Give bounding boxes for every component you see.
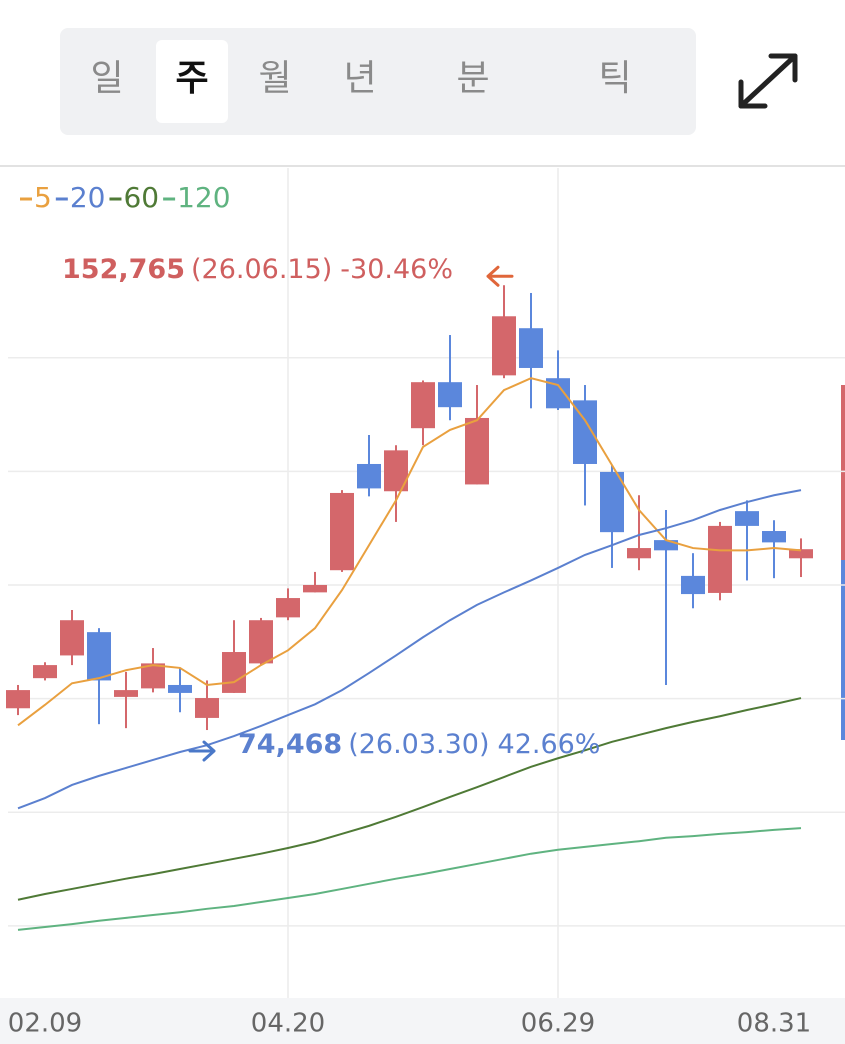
legend-label: 5 bbox=[34, 181, 52, 214]
annotation-arrow bbox=[188, 740, 216, 762]
x-tick-label: 04.20 bbox=[251, 1009, 325, 1039]
candle-body bbox=[438, 382, 462, 408]
ma-line bbox=[17, 489, 802, 810]
tab[interactable]: 틱 bbox=[598, 58, 631, 99]
candle-body bbox=[357, 463, 381, 489]
expand-head bbox=[738, 79, 768, 109]
x-axis-band bbox=[0, 998, 845, 1044]
candle-body bbox=[681, 575, 705, 595]
annotation-arrow bbox=[486, 265, 514, 287]
ma-line bbox=[17, 377, 802, 727]
candle-body bbox=[249, 620, 273, 664]
edge-sliver bbox=[841, 560, 845, 740]
candle-body bbox=[735, 511, 759, 526]
x-tick-label: 08.31 bbox=[737, 1009, 811, 1039]
candle-body bbox=[411, 382, 435, 429]
candle-body bbox=[114, 690, 138, 697]
candle-body bbox=[654, 540, 678, 551]
candle-body bbox=[222, 652, 246, 693]
candle-body bbox=[60, 620, 84, 656]
candle-body bbox=[627, 548, 651, 559]
legend-label: 120 bbox=[177, 181, 230, 214]
edge-sliver bbox=[841, 385, 845, 560]
legend-label: 20 bbox=[70, 181, 106, 214]
tab[interactable]: 주 bbox=[175, 58, 208, 99]
tab[interactable]: 일 bbox=[90, 58, 123, 99]
annotation-change: 42.66% bbox=[498, 729, 601, 760]
selected-tab-bg bbox=[156, 40, 228, 123]
annotation: 152,765 (26.06.15) -30.46% bbox=[62, 254, 453, 285]
candle-body bbox=[195, 698, 219, 718]
candle-body bbox=[168, 684, 192, 693]
annotation: 74,468 (26.03.30) 42.66% bbox=[238, 729, 600, 760]
expand-line bbox=[738, 53, 798, 109]
candle-body bbox=[276, 598, 300, 618]
candle-body bbox=[33, 665, 57, 679]
candle-body bbox=[708, 525, 732, 593]
candle-body bbox=[519, 328, 543, 368]
annotation-value: 152,765 bbox=[62, 254, 185, 285]
annotation-date: (26.06.15) bbox=[191, 254, 332, 285]
candle-body bbox=[789, 549, 813, 559]
x-tick-label: 06.29 bbox=[521, 1009, 595, 1039]
ma-line bbox=[17, 697, 802, 901]
expand-icon[interactable] bbox=[738, 53, 798, 109]
candle-body bbox=[600, 471, 624, 533]
candle-body bbox=[330, 492, 354, 571]
expand-head bbox=[768, 53, 798, 83]
candle-body bbox=[303, 584, 327, 593]
candle-body bbox=[762, 531, 786, 543]
tab[interactable]: 년 bbox=[343, 58, 376, 99]
candle-body bbox=[492, 316, 516, 376]
candle-body bbox=[6, 690, 30, 709]
candle-body bbox=[465, 417, 489, 485]
legend-label: 60 bbox=[123, 181, 159, 214]
annotation-date: (26.03.30) bbox=[348, 729, 489, 760]
tab[interactable]: 월 bbox=[258, 58, 291, 99]
candle-body bbox=[87, 632, 111, 681]
ma-line bbox=[17, 827, 802, 931]
annotation-value: 74,468 bbox=[238, 729, 342, 760]
tab[interactable]: 분 bbox=[456, 58, 489, 99]
annotation-change: -30.46% bbox=[340, 254, 453, 285]
x-tick-label: 02.09 bbox=[8, 1009, 82, 1039]
